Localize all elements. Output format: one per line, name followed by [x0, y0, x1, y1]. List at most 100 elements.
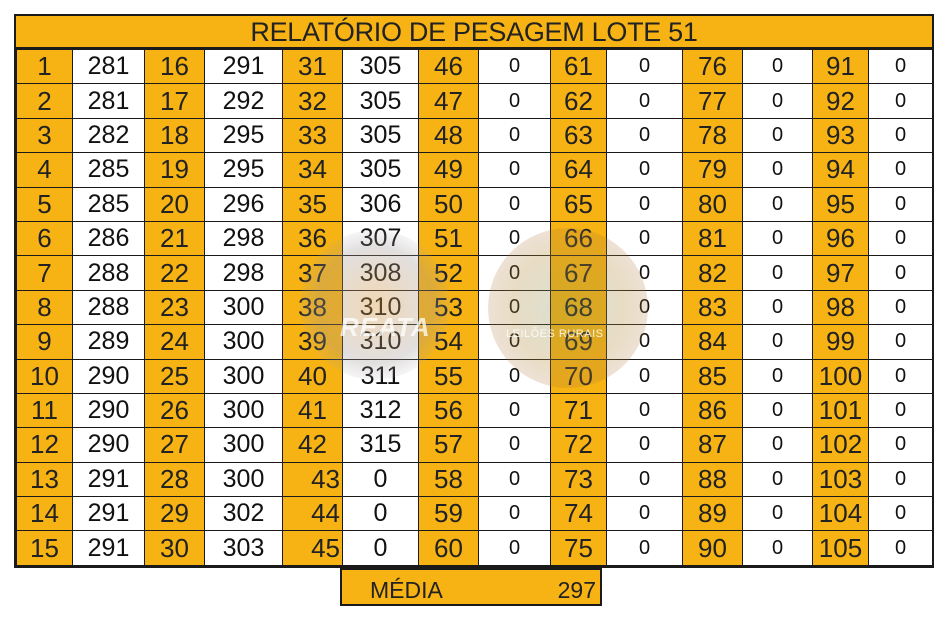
animal-number: 99: [812, 324, 869, 360]
animal-number: 68: [550, 289, 607, 326]
animal-weight: 300: [204, 461, 283, 498]
animal-number: 22: [144, 255, 205, 291]
animal-weight: 0: [606, 392, 683, 429]
animal-number: 49: [418, 152, 479, 188]
animal-number: 62: [550, 83, 607, 119]
animal-number: 95: [812, 186, 869, 222]
animal-weight: 296: [204, 186, 283, 222]
animal-weight: 0: [606, 117, 683, 154]
table-row: 11 290 26 300 41 312 56 0 71 0 86 0 101 0: [16, 392, 933, 429]
animal-number: 19: [144, 152, 205, 188]
animal-number: 57: [418, 427, 479, 463]
animal-number: 91: [812, 48, 869, 85]
animal-weight: 0: [478, 496, 551, 532]
animal-weight: 0: [478, 117, 551, 154]
animal-weight: 0: [868, 392, 933, 429]
animal-weight: 0: [478, 186, 551, 222]
animal-number: 40: [282, 358, 343, 394]
animal-number: 27: [144, 427, 205, 463]
animal-number: 46: [418, 48, 479, 85]
animal-number: 52: [418, 255, 479, 291]
animal-number: 70: [550, 358, 607, 394]
animal-number: 11: [16, 392, 73, 429]
animal-weight: 0: [868, 530, 933, 566]
animal-weight: 0: [342, 461, 419, 498]
animal-number: 43: [282, 461, 343, 498]
animal-weight: 0: [868, 289, 933, 326]
animal-weight: 0: [606, 427, 683, 463]
animal-weight: 0: [478, 152, 551, 188]
animal-number: 87: [682, 427, 743, 463]
animal-number: 54: [418, 324, 479, 360]
animal-number: 4: [16, 152, 73, 188]
animal-number: 67: [550, 255, 607, 291]
animal-weight: 0: [868, 117, 933, 154]
animal-weight: 0: [742, 289, 813, 326]
animal-number: 17: [144, 83, 205, 119]
animal-number: 14: [16, 496, 73, 532]
animal-number: 18: [144, 117, 205, 154]
animal-weight: 0: [606, 530, 683, 566]
animal-number: 77: [682, 83, 743, 119]
animal-number: 74: [550, 496, 607, 532]
animal-weight: 300: [204, 289, 283, 326]
weights-table: 1 281 16 291 31 305 46 0 61 0 76 0 91 0 2 281 17 292 32 305…: [16, 48, 933, 566]
average-label: MÉDIA: [370, 577, 443, 603]
animal-number: 88: [682, 461, 743, 498]
animal-weight: 290: [72, 358, 145, 394]
animal-number: 44: [282, 496, 343, 532]
table-row: 7 288 22 298 37 308 52 0 67 0 82 0 97 0: [16, 255, 933, 291]
animal-number: 1: [16, 48, 73, 85]
animal-weight: 291: [72, 530, 145, 566]
animal-weight: 300: [204, 392, 283, 429]
animal-weight: 311: [342, 358, 419, 394]
animal-number: 61: [550, 48, 607, 85]
average-value: 297: [557, 577, 596, 603]
animal-number: 15: [16, 530, 73, 566]
animal-weight: 292: [204, 83, 283, 119]
animal-number: 75: [550, 530, 607, 566]
animal-weight: 307: [342, 220, 419, 257]
animal-number: 80: [682, 186, 743, 222]
animal-number: 30: [144, 530, 205, 566]
animal-weight: 288: [72, 289, 145, 326]
animal-number: 86: [682, 392, 743, 429]
animal-weight: 0: [478, 83, 551, 119]
animal-number: 104: [812, 496, 869, 532]
animal-weight: 0: [868, 461, 933, 498]
animal-number: 78: [682, 117, 743, 154]
animal-weight: 0: [742, 220, 813, 257]
table-row: 12 290 27 300 42 315 57 0 72 0 87 0 102 0: [16, 427, 933, 463]
animal-weight: 291: [72, 496, 145, 532]
animal-weight: 0: [478, 48, 551, 85]
animal-number: 55: [418, 358, 479, 394]
reata-watermark-text: REATA: [340, 312, 431, 342]
animal-number: 69: [550, 324, 607, 360]
animal-weight: 290: [72, 427, 145, 463]
animal-number: 35: [282, 186, 343, 222]
animal-weight: 315: [342, 427, 419, 463]
animal-number: 33: [282, 117, 343, 154]
animal-number: 3: [16, 117, 73, 154]
animal-number: 37: [282, 255, 343, 291]
weighing-report: RELATÓRIO DE PESAGEM LOTE 51 1 281 16 291 31…: [14, 14, 934, 568]
animal-number: 102: [812, 427, 869, 463]
animal-weight: 281: [72, 48, 145, 85]
animal-weight: 300: [204, 324, 283, 360]
animal-weight: 0: [606, 358, 683, 394]
animal-number: 98: [812, 289, 869, 326]
animal-number: 5: [16, 186, 73, 222]
animal-weight: 0: [478, 255, 551, 291]
animal-weight: 0: [742, 461, 813, 498]
leiloes-rurais-watermark-text: LEILÕES RURAIS: [506, 328, 604, 340]
animal-number: 97: [812, 255, 869, 291]
animal-number: 50: [418, 186, 479, 222]
animal-weight: 0: [606, 289, 683, 326]
animal-number: 73: [550, 461, 607, 498]
animal-weight: 0: [742, 48, 813, 85]
animal-weight: 0: [742, 117, 813, 154]
animal-weight: 0: [606, 83, 683, 119]
animal-number: 79: [682, 152, 743, 188]
animal-number: 9: [16, 324, 73, 360]
animal-number: 8: [16, 289, 73, 326]
